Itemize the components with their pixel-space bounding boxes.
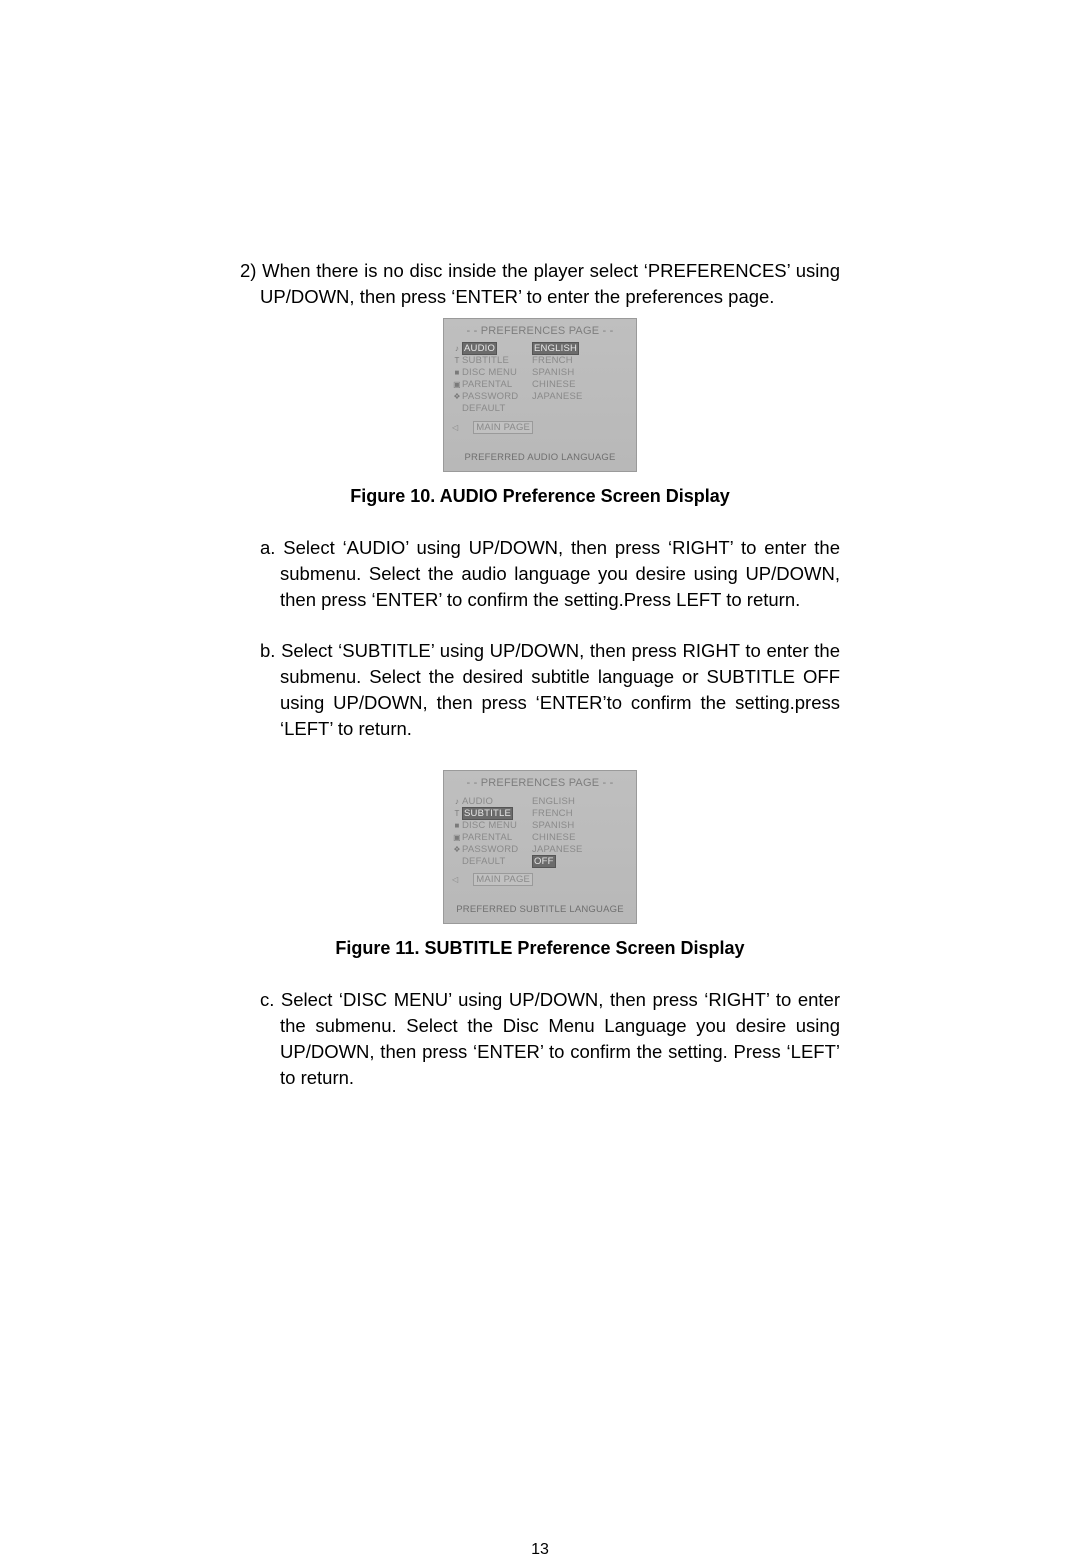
highlighted-item: OFF bbox=[532, 855, 556, 868]
menu-right-item: OFF bbox=[532, 855, 592, 868]
osd-row: ■DISC MENUSPANISH bbox=[452, 367, 628, 379]
menu-icon: ▣ bbox=[452, 380, 462, 389]
step-c-text: c. Select ‘DISC MENU’ using UP/DOWN, the… bbox=[240, 987, 840, 1091]
menu-left-item: SUBTITLE bbox=[462, 355, 532, 366]
osd-bottom-text: PREFERRED SUBTITLE LANGUAGE bbox=[452, 904, 628, 915]
figure-11-osd: - - PREFERENCES PAGE - - ♪AUDIOENGLISHTS… bbox=[443, 770, 637, 924]
main-page-label: MAIN PAGE bbox=[473, 421, 533, 434]
osd-title: - - PREFERENCES PAGE - - bbox=[452, 777, 628, 789]
osd-row: DEFAULTOFF bbox=[452, 855, 628, 867]
menu-left-item: PARENTAL bbox=[462, 379, 532, 390]
step-b-text: b. Select ‘SUBTITLE’ using UP/DOWN, then… bbox=[240, 638, 840, 742]
osd-row: ▣PARENTALCHINESE bbox=[452, 831, 628, 843]
highlighted-item: ENGLISH bbox=[532, 342, 579, 355]
menu-right-item: FRENCH bbox=[532, 355, 592, 366]
menu-left-item: DISC MENU bbox=[462, 820, 532, 831]
back-arrow-icon: ◁ bbox=[452, 423, 458, 432]
osd-row: ■DISC MENUSPANISH bbox=[452, 819, 628, 831]
osd-row: ❖PASSWORDJAPANESE bbox=[452, 391, 628, 403]
menu-left-item: PASSWORD bbox=[462, 391, 532, 402]
menu-left-item: SUBTITLE bbox=[462, 807, 532, 820]
osd-title: - - PREFERENCES PAGE - - bbox=[452, 325, 628, 337]
step-2-text: 2) When there is no disc inside the play… bbox=[240, 258, 840, 310]
menu-left-item: DEFAULT bbox=[462, 403, 532, 414]
osd-bottom-text: PREFERRED AUDIO LANGUAGE bbox=[452, 452, 628, 463]
page-number: 13 bbox=[240, 1541, 840, 1559]
figure-10-osd: - - PREFERENCES PAGE - - ♪AUDIOENGLISHTS… bbox=[443, 318, 637, 472]
back-arrow-icon: ◁ bbox=[452, 875, 458, 884]
menu-icon: ♪ bbox=[452, 797, 462, 806]
osd-row: ♪AUDIO ENGLISH bbox=[452, 343, 628, 355]
step-a-text: a. Select ‘AUDIO’ using UP/DOWN, then pr… bbox=[240, 535, 840, 613]
osd-row: ▣PARENTALCHINESE bbox=[452, 379, 628, 391]
menu-left-item: AUDIO bbox=[462, 796, 532, 807]
osd-menu-rows: ♪AUDIOENGLISHTSUBTITLEFRENCH■DISC MENUSP… bbox=[452, 343, 628, 415]
menu-left-item: DISC MENU bbox=[462, 367, 532, 378]
spacer bbox=[240, 616, 840, 638]
spacer bbox=[240, 746, 840, 762]
menu-right-item: JAPANESE bbox=[532, 844, 592, 855]
figure-10-caption: Figure 10. AUDIO Preference Screen Displ… bbox=[240, 486, 840, 507]
osd-main-page-row: ◁ MAIN PAGE bbox=[452, 415, 628, 434]
menu-icon: T bbox=[452, 356, 462, 365]
menu-right-item: FRENCH bbox=[532, 808, 592, 819]
menu-right-item: JAPANESE bbox=[532, 391, 592, 402]
main-page-label: MAIN PAGE bbox=[473, 873, 533, 886]
osd-row: TSUBTITLE FRENCH bbox=[452, 807, 628, 819]
menu-left-item: PARENTAL bbox=[462, 832, 532, 843]
osd-row: DEFAULT bbox=[452, 403, 628, 415]
menu-icon: T bbox=[452, 809, 462, 818]
menu-icon: ♪ bbox=[452, 344, 462, 353]
menu-icon: ■ bbox=[452, 368, 462, 377]
menu-left-item: PASSWORD bbox=[462, 844, 532, 855]
highlighted-item: AUDIO bbox=[462, 342, 497, 355]
osd-row: TSUBTITLEFRENCH bbox=[452, 355, 628, 367]
menu-icon: ❖ bbox=[452, 845, 462, 854]
osd-menu-rows: ♪AUDIOENGLISHTSUBTITLEFRENCH■DISC MENUSP… bbox=[452, 795, 628, 867]
osd-row: ❖PASSWORDJAPANESE bbox=[452, 843, 628, 855]
osd-row: ♪AUDIOENGLISH bbox=[452, 795, 628, 807]
menu-right-item: CHINESE bbox=[532, 379, 592, 390]
menu-right-item: SPANISH bbox=[532, 367, 592, 378]
page-content: 2) When there is no disc inside the play… bbox=[240, 258, 840, 1095]
menu-left-item: DEFAULT bbox=[462, 856, 532, 867]
menu-left-item: AUDIO bbox=[462, 342, 532, 355]
menu-icon: ■ bbox=[452, 821, 462, 830]
osd-main-page-row: ◁ MAIN PAGE bbox=[452, 867, 628, 886]
menu-icon: ❖ bbox=[452, 392, 462, 401]
menu-right-item: SPANISH bbox=[532, 820, 592, 831]
menu-right-item: ENGLISH bbox=[532, 796, 592, 807]
menu-right-item: ENGLISH bbox=[532, 342, 592, 355]
menu-right-item: CHINESE bbox=[532, 832, 592, 843]
highlighted-item: SUBTITLE bbox=[462, 807, 513, 820]
menu-icon: ▣ bbox=[452, 833, 462, 842]
figure-11-caption: Figure 11. SUBTITLE Preference Screen Di… bbox=[240, 938, 840, 959]
